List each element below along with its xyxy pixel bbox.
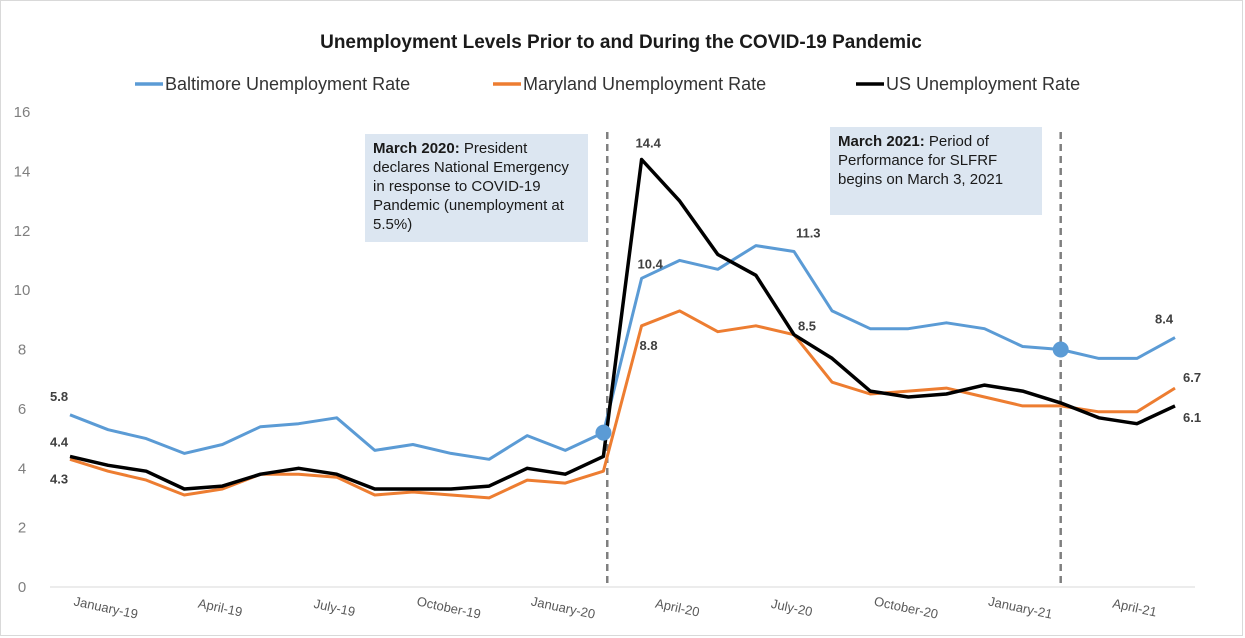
y-tick-label: 6: [18, 401, 26, 418]
event-lines: [606, 132, 1062, 587]
x-tick-label: January-20: [530, 594, 597, 622]
data-label: 14.4: [636, 136, 662, 151]
data-label: 10.4: [638, 256, 664, 271]
x-tick-label: January-19: [73, 594, 140, 622]
y-tick-label: 16: [14, 104, 31, 121]
annotation-march-2021: March 2021: Period of Performance for SL…: [830, 127, 1042, 215]
x-tick-label: April-20: [654, 596, 701, 620]
data-label: 11.3: [796, 226, 821, 241]
y-tick-label: 4: [18, 460, 26, 477]
y-tick-label: 8: [18, 342, 26, 359]
annotation-march-2020: March 2020: President declares National …: [365, 134, 588, 242]
data-label: 5.8: [50, 389, 68, 404]
x-tick-label: July-20: [770, 596, 814, 619]
x-tick-label: July-19: [312, 596, 356, 619]
event-marker-1: [1052, 341, 1069, 358]
y-tick-label: 10: [14, 282, 31, 299]
legend-label-1: Maryland Unemployment Rate: [523, 74, 766, 94]
data-label: 4.3: [50, 471, 68, 486]
y-axis: 0 2 4 6 8 10 12 14 16: [14, 104, 31, 596]
x-axis: January-19 April-19 July-19 October-19 Janua…: [50, 586, 1195, 622]
data-labels: 5.8 4.4 4.3 14.4 10.4 8.8 11.3 8.5 8.4 6.7 6.1: [50, 136, 1201, 487]
annotation-march-2020-bold: March 2020:: [373, 140, 460, 157]
data-label: 8.4: [1155, 312, 1174, 327]
series-line-0: [69, 244, 1176, 461]
annotation-march-2021-bold: March 2021:: [838, 133, 925, 150]
data-label: 6.1: [1183, 410, 1201, 425]
y-tick-label: 14: [14, 163, 31, 180]
data-label: 4.4: [50, 434, 69, 449]
chart-title: Unemployment Levels Prior to and During …: [320, 32, 922, 53]
y-tick-label: 2: [18, 520, 26, 537]
x-tick-label: April-21: [1111, 596, 1158, 620]
annotation-march-2021-text: Period of Performance for SLFRF begins o…: [838, 133, 1004, 188]
series-lines: [69, 157, 1176, 500]
y-tick-label: 12: [14, 223, 31, 240]
legend: Baltimore Unemployment Rate Maryland Unem…: [135, 74, 1080, 94]
y-tick-label: 0: [18, 579, 26, 596]
x-tick-label: October-20: [873, 594, 940, 622]
x-tick-label: April-19: [197, 596, 244, 620]
series-line-2: [69, 157, 1176, 491]
event-markers: [595, 341, 1069, 441]
legend-label-0: Baltimore Unemployment Rate: [165, 74, 410, 94]
annotation-march-2020-text: President declares National Emergency in…: [373, 140, 569, 233]
x-tick-label: October-19: [415, 594, 482, 622]
event-marker-0: [595, 424, 612, 441]
data-label: 8.5: [798, 319, 816, 334]
legend-label-2: US Unemployment Rate: [886, 74, 1080, 94]
data-label: 6.7: [1183, 370, 1201, 385]
data-label: 8.8: [640, 338, 658, 353]
x-tick-label: January-21: [987, 594, 1054, 622]
